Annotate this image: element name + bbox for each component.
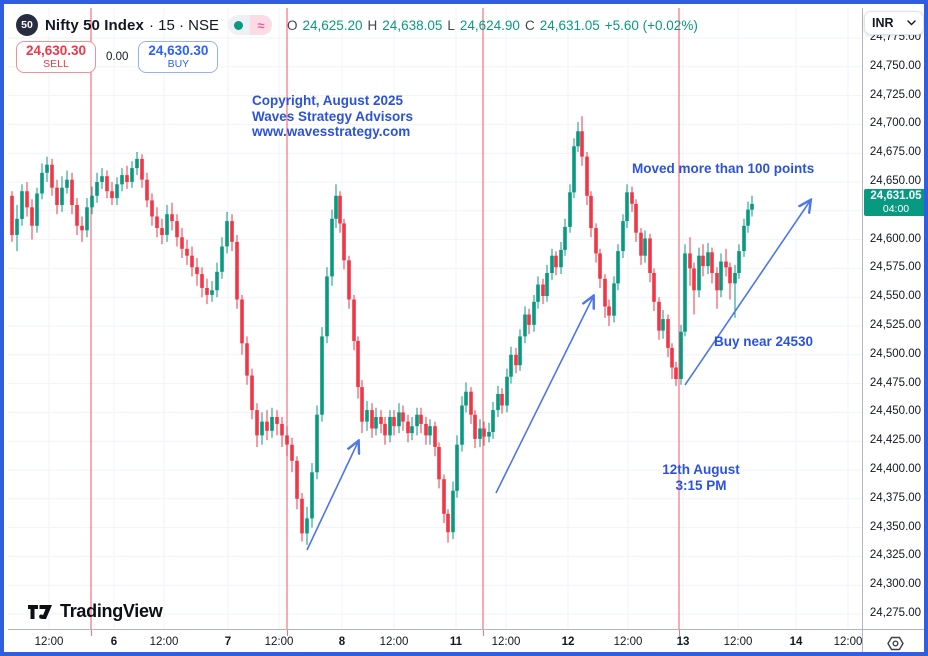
- symbol-title[interactable]: Nifty 50 Index: [45, 16, 144, 34]
- price-axis-label: 24,325.00: [869, 549, 922, 562]
- price-axis-label: 24,725.00: [869, 88, 922, 101]
- price-axis-label: 24,400.00: [869, 463, 922, 475]
- time-axis-label: 12:00: [379, 636, 409, 648]
- time-axis-label: 12:00: [833, 636, 863, 648]
- time-axis-label: 12: [561, 636, 575, 648]
- last-price-value: 24,631.05: [870, 189, 922, 202]
- session-line-tick: [90, 630, 92, 636]
- chevron-down-icon: [907, 20, 916, 26]
- buy-price: 24,630.30: [148, 43, 209, 59]
- last-price-tag: 24,631.05 04:00: [864, 188, 924, 216]
- axis-corner: [862, 629, 924, 652]
- price-axis-label: 24,300.00: [869, 578, 922, 591]
- time-axis-label: 12:00: [723, 636, 753, 648]
- tradingview-logo-text: TradingView: [60, 601, 163, 621]
- low-label: L: [447, 17, 455, 33]
- symbol-legend: 50 Nifty 50 Index · 15 · NSE ≈ O 24,625.2…: [16, 14, 698, 36]
- delayed-data-icon: ≈: [249, 15, 272, 35]
- ohlc-readout: O 24,625.20 H 24,638.05 L 24,624.90 C 24,631…: [287, 18, 698, 33]
- copyright-line1: Copyright, August 2025: [252, 93, 404, 108]
- copyright-line3: www.wavesstrategy.com: [252, 124, 411, 139]
- price-axis-label: 24,475.00: [869, 376, 922, 389]
- buy-button[interactable]: 24,630.30 BUY: [138, 41, 219, 73]
- session-line-tick: [678, 630, 680, 636]
- currency-value: INR: [872, 16, 894, 30]
- time-axis-label: 7: [224, 636, 232, 648]
- time-axis-label: 14: [789, 636, 803, 648]
- price-axis-label: 24,275.00: [869, 607, 922, 619]
- price-axis-label: 24,350.00: [869, 520, 922, 533]
- price-axis-label: 24,650.00: [869, 175, 922, 187]
- time-axis-label: 12:00: [491, 636, 521, 648]
- price-axis-label: 24,675.00: [869, 146, 922, 159]
- time-axis-label: 13: [676, 636, 690, 648]
- price-axis-label: 24,750.00: [869, 59, 922, 72]
- high-value: 24,638.05: [382, 17, 443, 33]
- high-label: H: [367, 17, 378, 33]
- close-value: 24,631.05: [539, 17, 600, 33]
- buy-label: BUY: [167, 57, 190, 70]
- sell-button[interactable]: 24,630.30 SELL: [16, 41, 96, 73]
- price-axis-label: 24,550.00: [869, 290, 922, 303]
- price-axis[interactable]: 24,775.00 24,750.00 24,725.00 24,700.00 24,6…: [862, 8, 924, 629]
- date-line1: 12th August: [662, 462, 740, 477]
- bar-countdown: 04:00: [882, 202, 910, 215]
- open-label: O: [286, 17, 298, 33]
- time-axis-label: 12:00: [264, 636, 294, 648]
- time-axis-label: 8: [338, 636, 346, 648]
- price-axis-label: 24,500.00: [869, 347, 922, 360]
- price-axis-label: 24,525.00: [869, 319, 922, 331]
- price-axis-label: 24,575.00: [869, 261, 922, 274]
- sell-label: SELL: [43, 57, 69, 70]
- candlestick-chart[interactable]: [8, 8, 862, 629]
- change-value: +5.60 (+0.02%): [604, 17, 698, 33]
- sell-price: 24,630.30: [25, 43, 87, 59]
- open-value: 24,625.20: [302, 17, 363, 33]
- time-axis-label: 12:00: [613, 636, 643, 648]
- session-line-tick: [482, 630, 484, 636]
- data-status-pill[interactable]: ≈: [227, 15, 272, 35]
- price-scale-settings-icon[interactable]: [887, 635, 904, 652]
- time-axis[interactable]: 12:00 6 12:00 7 12:00 8 12:00 11 12:00 12 12:00 13 1…: [8, 629, 862, 652]
- buy-near-annotation[interactable]: Buy near 24530: [714, 334, 814, 349]
- low-value: 24,624.90: [459, 17, 520, 33]
- date-line2: 3:15 PM: [675, 477, 727, 493]
- price-axis-label: 24,700.00: [869, 117, 922, 130]
- time-axis-label: 12:00: [149, 636, 179, 648]
- time-axis-label: 6: [110, 636, 118, 648]
- close-label: C: [524, 17, 535, 33]
- tradingview-logo[interactable]: TradingView: [28, 601, 163, 622]
- price-axis-label: 24,600.00: [869, 232, 922, 245]
- price-axis-label: 24,375.00: [869, 491, 922, 504]
- session-line-tick: [286, 630, 288, 636]
- live-dot-icon: [234, 20, 244, 30]
- time-axis-label: 12:00: [34, 636, 64, 648]
- symbol-interval-exchange[interactable]: · 15 · NSE: [148, 16, 219, 34]
- copyright-line2: Waves Strategy Advisors: [252, 108, 414, 124]
- price-axis-label: 24,425.00: [869, 434, 922, 447]
- date-annotation[interactable]: 12th August 3:15 PM: [634, 462, 768, 493]
- copyright-annotation[interactable]: Copyright, August 2025 Waves Strategy Ad…: [252, 93, 413, 140]
- spread-value: 0.00: [106, 51, 129, 63]
- time-axis-label: 11: [449, 636, 463, 648]
- trade-buttons: 24,630.30 SELL 0.00 24,630.30 BUY: [16, 41, 219, 73]
- chart-canvas[interactable]: 50 Nifty 50 Index · 15 · NSE ≈ O 24,625.2…: [8, 8, 862, 629]
- tradingview-logo-icon: [28, 604, 52, 619]
- symbol-logo-badge: 50: [16, 14, 38, 36]
- live-status-segment: [227, 15, 250, 35]
- currency-selector[interactable]: INR: [864, 11, 924, 35]
- moved-points-annotation[interactable]: Moved more than 100 points: [632, 161, 815, 176]
- price-axis-label: 24,450.00: [869, 405, 922, 418]
